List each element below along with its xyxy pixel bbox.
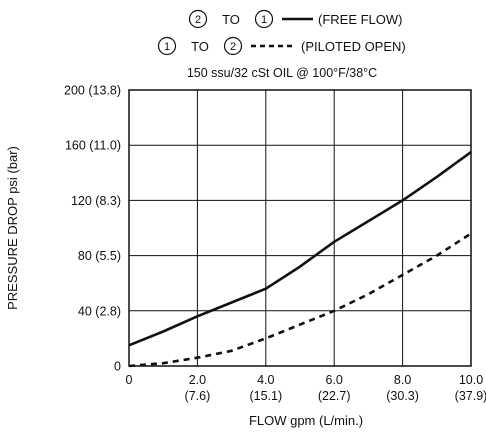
y-tick-label-3: 120 (8.3): [71, 194, 121, 208]
legend-port-from-number: 2: [195, 14, 201, 26]
x-tick-sublabel-4: (30.3): [386, 389, 419, 403]
x-tick-label-0: 0: [126, 373, 133, 387]
series-lines: [128, 151, 472, 368]
legend-port-to-circle: [223, 36, 243, 56]
legend-connector-text: TO: [222, 12, 240, 27]
plot-frame: [128, 89, 472, 367]
x-tick-label-3: 6.0: [326, 373, 343, 387]
y-tick-label-5: 200 (13.8): [64, 84, 121, 98]
legend-label-piloted-open: (PILOTED OPEN): [301, 39, 406, 54]
legend: 2 TO 1 (FREE FLOW) 1 TO 2 (PILOTED OPEN)…: [157, 9, 406, 80]
legend-port-from-circle: [157, 36, 177, 56]
y-tick-label-4: 160 (11.0): [65, 139, 121, 153]
legend-port-to-number: 2: [230, 41, 236, 53]
x-tick-sublabel-1: (7.6): [185, 389, 211, 403]
x-tick-sublabel-5: (37.9): [455, 389, 486, 403]
x-tick-label-1: 2.0: [189, 373, 206, 387]
y-axis-label: PRESSURE DROP psi (bar): [5, 146, 20, 310]
x-tick-label-2: 4.0: [257, 373, 274, 387]
x-tick-labels: 0 2.0 (7.6) 4.0 (15.1) 6.0 (22.7) 8.0 (30.3) 10.0…: [126, 373, 486, 403]
oil-conditions-note: 150 ssu/32 cSt OIL @ 100°F/38°C: [187, 66, 377, 80]
legend-label-free-flow: (FREE FLOW): [318, 12, 403, 27]
x-tick-sublabel-3: (22.7): [318, 389, 351, 403]
y-tick-labels: 0 40 (2.8) 80 (5.5) 120 (8.3) 160 (11.0) 200 …: [64, 84, 121, 374]
y-tick-label-1: 40 (2.8): [78, 304, 121, 318]
y-tick-label-0: 0: [114, 360, 121, 374]
legend-connector-text: TO: [191, 39, 209, 54]
series-line-piloted-open: [128, 232, 472, 368]
legend-port-from-number: 1: [164, 41, 170, 53]
legend-port-to-number: 1: [261, 14, 267, 26]
y-tick-label-2: 80 (5.5): [78, 249, 121, 263]
legend-entry-free-flow: 2 TO 1 (FREE FLOW): [188, 9, 403, 29]
x-axis-label: FLOW gpm (L/min.): [249, 413, 363, 428]
x-tick-label-4: 8.0: [394, 373, 411, 387]
legend-port-to-circle: [254, 9, 274, 29]
legend-port-from-circle: [188, 9, 208, 29]
x-tick-sublabel-2: (15.1): [249, 389, 282, 403]
legend-entry-piloted-open: 1 TO 2 (PILOTED OPEN): [157, 36, 406, 56]
x-tick-label-5: 10.0: [459, 373, 483, 387]
series-line-free-flow: [128, 151, 472, 347]
